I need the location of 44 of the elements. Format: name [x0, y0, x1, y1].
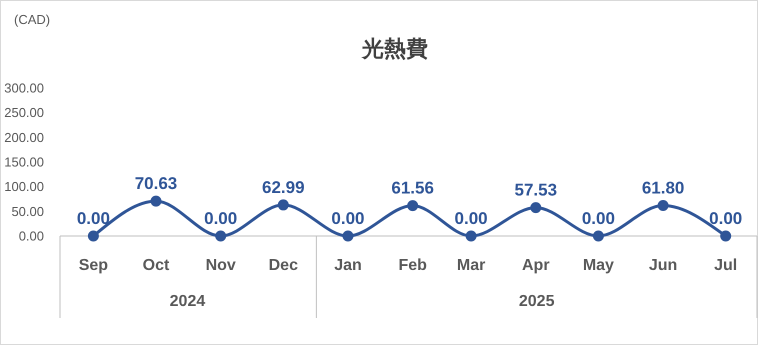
x-tick-label: Jun	[648, 257, 678, 274]
x-tick-label: Jan	[334, 257, 362, 274]
y-tick-label: 150.00	[4, 154, 44, 170]
point	[592, 230, 604, 242]
point	[720, 230, 732, 242]
point	[278, 199, 289, 210]
point	[342, 230, 354, 242]
data-label: 62.99	[262, 178, 305, 197]
y-tick-label: 0.00	[18, 228, 44, 244]
x-tick-label: May	[582, 257, 614, 274]
text: 2024	[170, 293, 206, 310]
point	[407, 200, 418, 212]
data-label: 0.00	[76, 209, 110, 228]
data-label: 0.00	[204, 209, 238, 228]
x-tick-label: Feb	[398, 257, 428, 274]
data-label: 57.53	[514, 180, 558, 200]
data-label: 0.00	[582, 209, 615, 228]
y-axis-title: (CAD)	[14, 12, 50, 27]
y-tick-label: 300.00	[4, 80, 44, 96]
data-label: 61.56	[391, 178, 434, 198]
x-tick-label: Apr	[522, 257, 550, 274]
y-tick-label: 250.00	[4, 105, 44, 120]
point	[530, 202, 542, 214]
y-tick-label: 200.00	[4, 130, 44, 145]
x-tick-label: Dec	[268, 257, 298, 274]
data-label: 61.80	[642, 178, 684, 198]
x-tick-label: Oct	[142, 257, 170, 274]
x-tick-label: Nov	[206, 257, 236, 274]
x-tick-label: Mar	[456, 257, 486, 274]
data-label: 70.63	[134, 174, 178, 194]
x-tick-label: Jul	[714, 257, 738, 274]
data-label: 0.00	[709, 209, 742, 228]
point	[150, 196, 162, 207]
x-tick-label: Sep	[78, 257, 108, 274]
text: 2025	[518, 293, 555, 310]
point	[466, 230, 477, 242]
point	[215, 230, 226, 242]
y-tick-label: 50.00	[11, 204, 44, 219]
chart-title: 光熱費	[361, 36, 428, 61]
data-label: 0.00	[454, 209, 488, 228]
point	[88, 230, 99, 242]
data-label: 0.00	[331, 209, 365, 228]
point	[658, 200, 669, 212]
y-tick-label: 100.00	[4, 179, 44, 194]
